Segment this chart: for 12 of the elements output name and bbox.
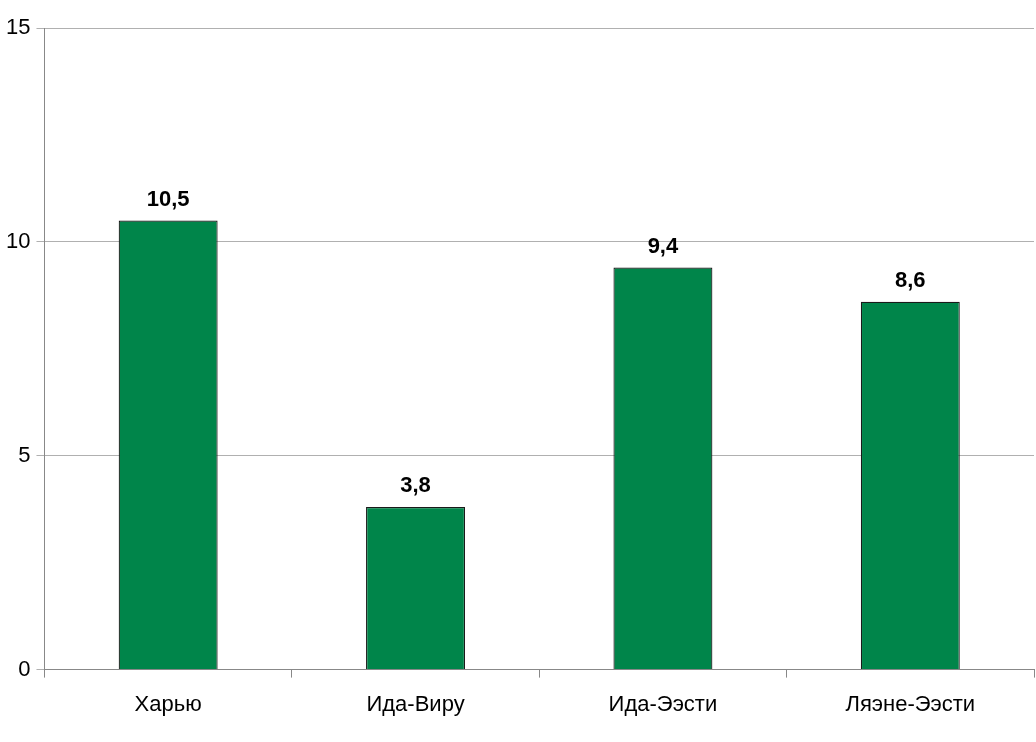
y-tick-label: 15 (5, 14, 31, 40)
data-label: 9,4 (647, 232, 679, 258)
x-tick-label: Харью (134, 690, 202, 716)
x-tick-label: Ляэне-Ээсти (845, 690, 976, 716)
y-tick-label: 0 (18, 655, 31, 681)
y-tick-label: 10 (5, 227, 31, 253)
data-label: 10,5 (146, 185, 190, 211)
x-tick-label: Ида-Виру (366, 690, 465, 716)
y-tick-label: 5 (18, 441, 31, 467)
x-tick-label: Ида-Ээсти (608, 690, 718, 716)
data-label: 3,8 (400, 472, 431, 498)
data-label: 8,6 (895, 266, 926, 292)
